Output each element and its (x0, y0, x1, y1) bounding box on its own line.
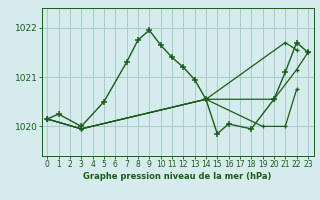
X-axis label: Graphe pression niveau de la mer (hPa): Graphe pression niveau de la mer (hPa) (84, 172, 272, 181)
